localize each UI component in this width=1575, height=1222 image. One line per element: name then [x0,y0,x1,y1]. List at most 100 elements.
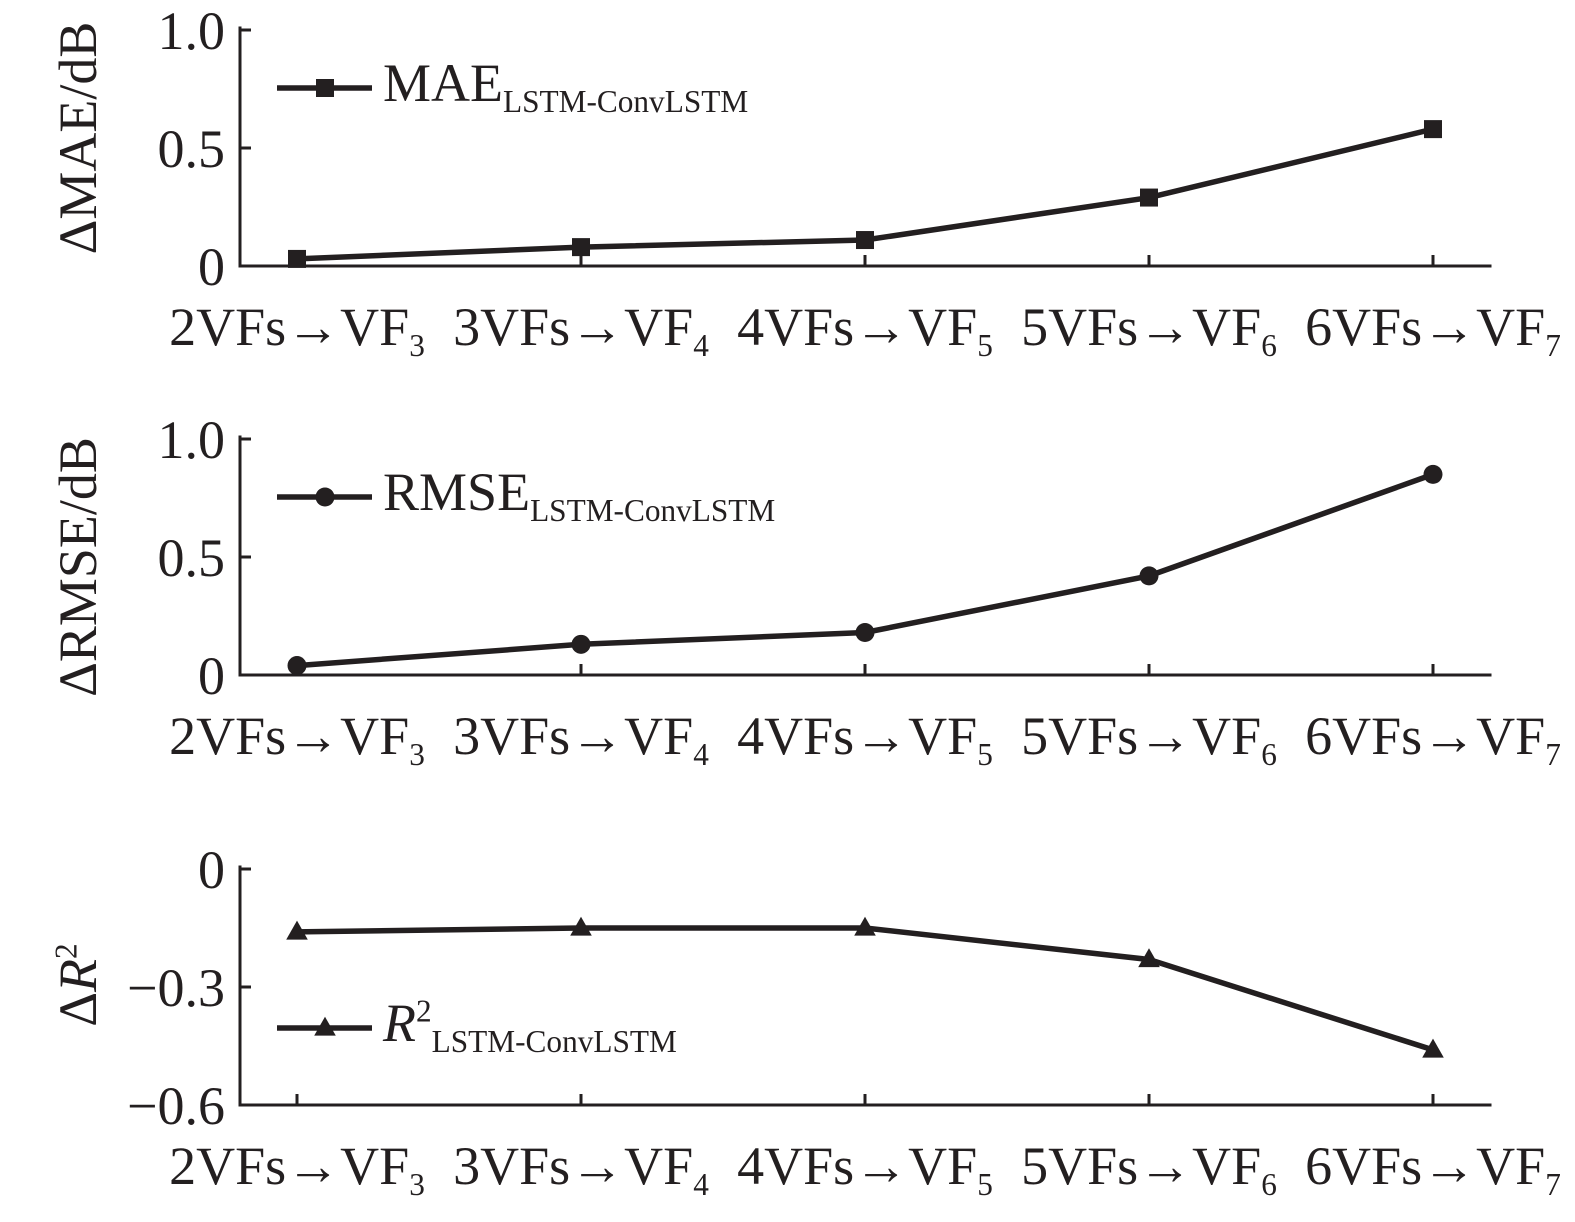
data-point-marker [1423,464,1443,484]
label-subscript: 3 [409,1167,425,1202]
legend-label: R2LSTM-ConvLSTM [382,993,677,1059]
legend-marker [315,487,335,507]
x-tick-label: 6VFs→VF7 [1305,706,1561,772]
label-text: 6VFs→VF [1305,1136,1545,1196]
label-subscript: LSTM-ConvLSTM [432,1024,677,1059]
label-text: MAE [383,53,503,113]
legend: R2LSTM-ConvLSTM [277,993,677,1059]
x-tick-label: 2VFs→VF3 [169,706,425,772]
x-tick-label: 3VFs→VF4 [453,297,709,363]
label-subscript: 7 [1545,737,1561,772]
label-text: 2VFs→VF [169,706,409,766]
label-text: 3VFs→VF [453,297,693,357]
y-tick-label: 1.0 [158,1,226,61]
label-subscript: 3 [409,328,425,363]
label-text: R [48,959,108,993]
label-text: 2VFs→VF [169,1136,409,1196]
label-subscript: 7 [1545,328,1561,363]
label-text: 4VFs→VF [737,1136,977,1196]
data-point-marker [855,623,875,643]
x-tick-label: 2VFs→VF3 [169,1136,425,1202]
label-subscript: 7 [1545,1167,1561,1202]
legend-label: RMSELSTM-ConvLSTM [383,462,775,528]
y-tick-label: 0 [198,237,225,297]
legend-label: MAELSTM-ConvLSTM [383,53,748,119]
x-tick-label: 2VFs→VF3 [169,297,425,363]
x-tick-label: 4VFs→VF5 [737,297,993,363]
label-text: 4VFs→VF [737,706,977,766]
label-text: 2VFs→VF [169,297,409,357]
label-subscript: 5 [977,1167,993,1202]
y-axis-title: ΔRMSE/dB [48,437,108,697]
data-point-marker [856,231,874,250]
series [287,464,1443,676]
data-point-marker [854,916,876,936]
label-superscript: 2 [49,943,84,959]
label-subscript: 6 [1261,737,1277,772]
data-point-marker [1424,120,1442,139]
label-text: RMSE [383,462,530,522]
label-subscript: 6 [1261,328,1277,363]
label-subscript: 6 [1261,1167,1277,1202]
y-tick-label: 1.0 [158,410,226,470]
label-subscript: 4 [693,1167,709,1202]
y-axis-title: ΔR2 [48,943,108,1026]
y-axis-title: ΔMAE/dB [48,22,108,255]
x-tick-label: 6VFs→VF7 [1305,297,1561,363]
label-text: ΔRMSE/dB [48,437,108,697]
label-text: 3VFs→VF [453,1136,693,1196]
label-text: 6VFs→VF [1305,706,1545,766]
data-point-marker [1140,188,1158,207]
y-tick-label: 0 [198,646,225,706]
x-tick-label: 3VFs→VF4 [453,706,709,772]
x-tick-label: 4VFs→VF5 [737,1136,993,1202]
x-tick-label: 5VFs→VF6 [1021,706,1277,772]
label-text: R [382,993,416,1053]
legend: RMSELSTM-ConvLSTM [277,462,775,528]
label-text: 6VFs→VF [1305,297,1545,357]
label-text: 5VFs→VF [1021,706,1261,766]
y-tick-label: 0.5 [158,119,226,179]
label-text: Δ [48,992,108,1027]
y-tick-label: −0.6 [127,1076,225,1136]
label-subscript: LSTM-ConvLSTM [503,84,748,119]
x-tick-label: 5VFs→VF6 [1021,1136,1277,1202]
data-point-marker [572,238,590,257]
data-point-marker [286,920,308,940]
data-point-marker [288,249,306,268]
label-text: 5VFs→VF [1021,1136,1261,1196]
label-subscript: 5 [977,328,993,363]
series [288,120,1442,268]
y-tick-label: −0.3 [127,958,225,1018]
x-tick-label: 5VFs→VF6 [1021,297,1277,363]
label-subscript: 3 [409,737,425,772]
x-tick-label: 6VFs→VF7 [1305,1136,1561,1202]
x-tick-label: 4VFs→VF5 [737,706,993,772]
label-superscript: 2 [416,994,432,1029]
label-text: ΔMAE/dB [48,22,108,255]
data-point-marker [571,634,591,654]
label-text: 4VFs→VF [737,297,977,357]
label-subscript: 4 [693,737,709,772]
data-point-marker [570,916,592,936]
legend: MAELSTM-ConvLSTM [277,53,748,119]
series [286,916,1444,1058]
data-point-marker [1422,1038,1444,1058]
label-subscript: 5 [977,737,993,772]
legend-marker [316,79,334,97]
label-text: 5VFs→VF [1021,297,1261,357]
label-text: 3VFs→VF [453,706,693,766]
label-subscript: 4 [693,328,709,363]
y-tick-label: 0.5 [158,528,226,588]
data-point-marker [1139,566,1159,586]
data-point-marker [287,656,307,676]
y-tick-label: 0 [198,840,225,900]
legend-marker [314,1016,336,1036]
label-subscript: LSTM-ConvLSTM [530,493,775,528]
x-tick-label: 3VFs→VF4 [453,1136,709,1202]
data-point-marker [1138,948,1160,968]
